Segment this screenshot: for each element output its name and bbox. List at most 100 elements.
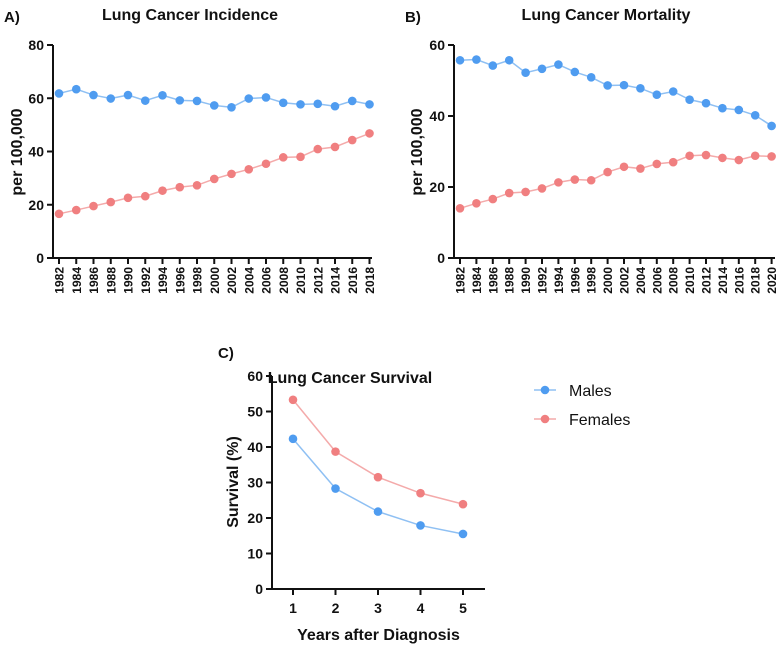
legend-label-males: Males (569, 383, 612, 400)
data-point-females (619, 162, 629, 172)
data-point-males (261, 93, 271, 102)
series-line-females (459, 154, 772, 210)
x-tick-label: 1998 (191, 267, 205, 294)
data-point-males (603, 81, 612, 90)
data-point-males (586, 73, 596, 82)
chart-title: Lung Cancer Survival (268, 370, 433, 387)
x-tick-label: 2 (332, 600, 340, 616)
y-tick-label: 40 (247, 439, 263, 455)
data-point-females (554, 178, 563, 187)
data-point-males (416, 521, 425, 530)
data-point-females (158, 186, 167, 195)
data-point-females (767, 152, 776, 161)
x-tick-label: 2002 (618, 267, 632, 294)
x-tick-label: 1998 (585, 267, 599, 294)
data-point-females (537, 184, 547, 193)
x-tick-label: 1990 (519, 267, 533, 294)
data-point-females (89, 201, 98, 211)
data-point-males (288, 434, 298, 444)
data-point-males (767, 121, 776, 131)
data-point-females (313, 144, 323, 154)
y-tick-label: 0 (255, 581, 263, 597)
data-point-males (365, 100, 374, 109)
data-point-males (373, 507, 383, 516)
series-males (288, 434, 468, 539)
x-tick-label: 2008 (667, 267, 681, 294)
x-tick-label: 1996 (173, 267, 187, 294)
y-tick-label: 20 (28, 197, 44, 213)
data-point-females (636, 164, 645, 173)
y-tick-label: 40 (429, 108, 445, 124)
x-tick-label: 2004 (242, 267, 256, 294)
data-point-males (331, 484, 340, 493)
data-point-males (554, 60, 563, 69)
x-tick-label: 1984 (470, 267, 484, 294)
y-tick-label: 0 (36, 250, 44, 266)
series-females (455, 150, 776, 213)
data-point-females (123, 193, 133, 203)
x-axis-label: Years after Diagnosis (297, 627, 460, 644)
y-axis-label: per 100,000 (9, 108, 26, 195)
data-point-females (685, 151, 694, 161)
x-tick-label: 5 (459, 600, 467, 616)
data-point-males (521, 68, 530, 77)
x-tick-label: 2008 (277, 267, 291, 294)
data-point-males (701, 98, 711, 108)
y-tick-label: 40 (28, 144, 44, 160)
data-point-females (504, 188, 514, 198)
series-line-males (292, 438, 464, 535)
data-point-females (373, 472, 383, 482)
data-point-females (140, 191, 150, 201)
data-point-females (331, 447, 340, 456)
data-point-males (619, 80, 629, 90)
panel-label: B) (405, 9, 421, 26)
data-point-males (472, 55, 481, 64)
data-point-females (192, 181, 202, 190)
data-point-females (458, 499, 468, 509)
y-tick-label: 80 (28, 37, 44, 53)
data-point-males (636, 84, 645, 93)
x-tick-label: 4 (417, 600, 425, 616)
data-point-females (330, 142, 340, 152)
data-point-males (71, 84, 81, 94)
data-point-females (106, 197, 116, 207)
data-point-females (278, 153, 288, 162)
x-tick-label: 2014 (329, 267, 343, 294)
data-point-females (586, 175, 596, 185)
x-tick-label: 1982 (53, 267, 67, 294)
x-tick-label: 2020 (765, 267, 779, 294)
x-tick-label: 1996 (568, 267, 582, 294)
data-point-males (106, 94, 116, 103)
series-line-females (292, 399, 464, 505)
x-tick-label: 1984 (70, 267, 84, 294)
data-point-females (603, 167, 612, 177)
data-point-males (668, 87, 678, 96)
chart-title: Lung Cancer Mortality (522, 7, 691, 24)
data-point-females (209, 174, 219, 184)
data-point-males (488, 61, 498, 70)
data-point-males (192, 96, 202, 106)
x-tick-label: 1988 (503, 267, 517, 294)
y-tick-label: 10 (247, 546, 263, 562)
x-tick-label: 1994 (156, 267, 170, 294)
y-tick-label: 20 (247, 510, 263, 526)
data-point-males (140, 96, 150, 105)
data-point-females (347, 135, 357, 145)
x-tick-label: 2012 (700, 267, 714, 294)
data-point-females (734, 155, 744, 165)
data-point-females (570, 175, 580, 184)
x-tick-label: 2006 (260, 267, 274, 294)
x-tick-label: 2010 (683, 267, 697, 294)
data-point-males (537, 64, 547, 74)
x-tick-label: 2012 (311, 267, 325, 294)
data-point-females (652, 159, 662, 169)
series-line-males (459, 58, 773, 127)
legend-marker-males (540, 385, 550, 395)
data-point-males (123, 90, 133, 100)
data-point-females (718, 153, 727, 163)
data-point-males (347, 96, 357, 106)
data-point-females (455, 204, 465, 213)
data-point-females (750, 151, 760, 161)
y-tick-label: 20 (429, 179, 445, 195)
data-point-males (89, 90, 98, 100)
